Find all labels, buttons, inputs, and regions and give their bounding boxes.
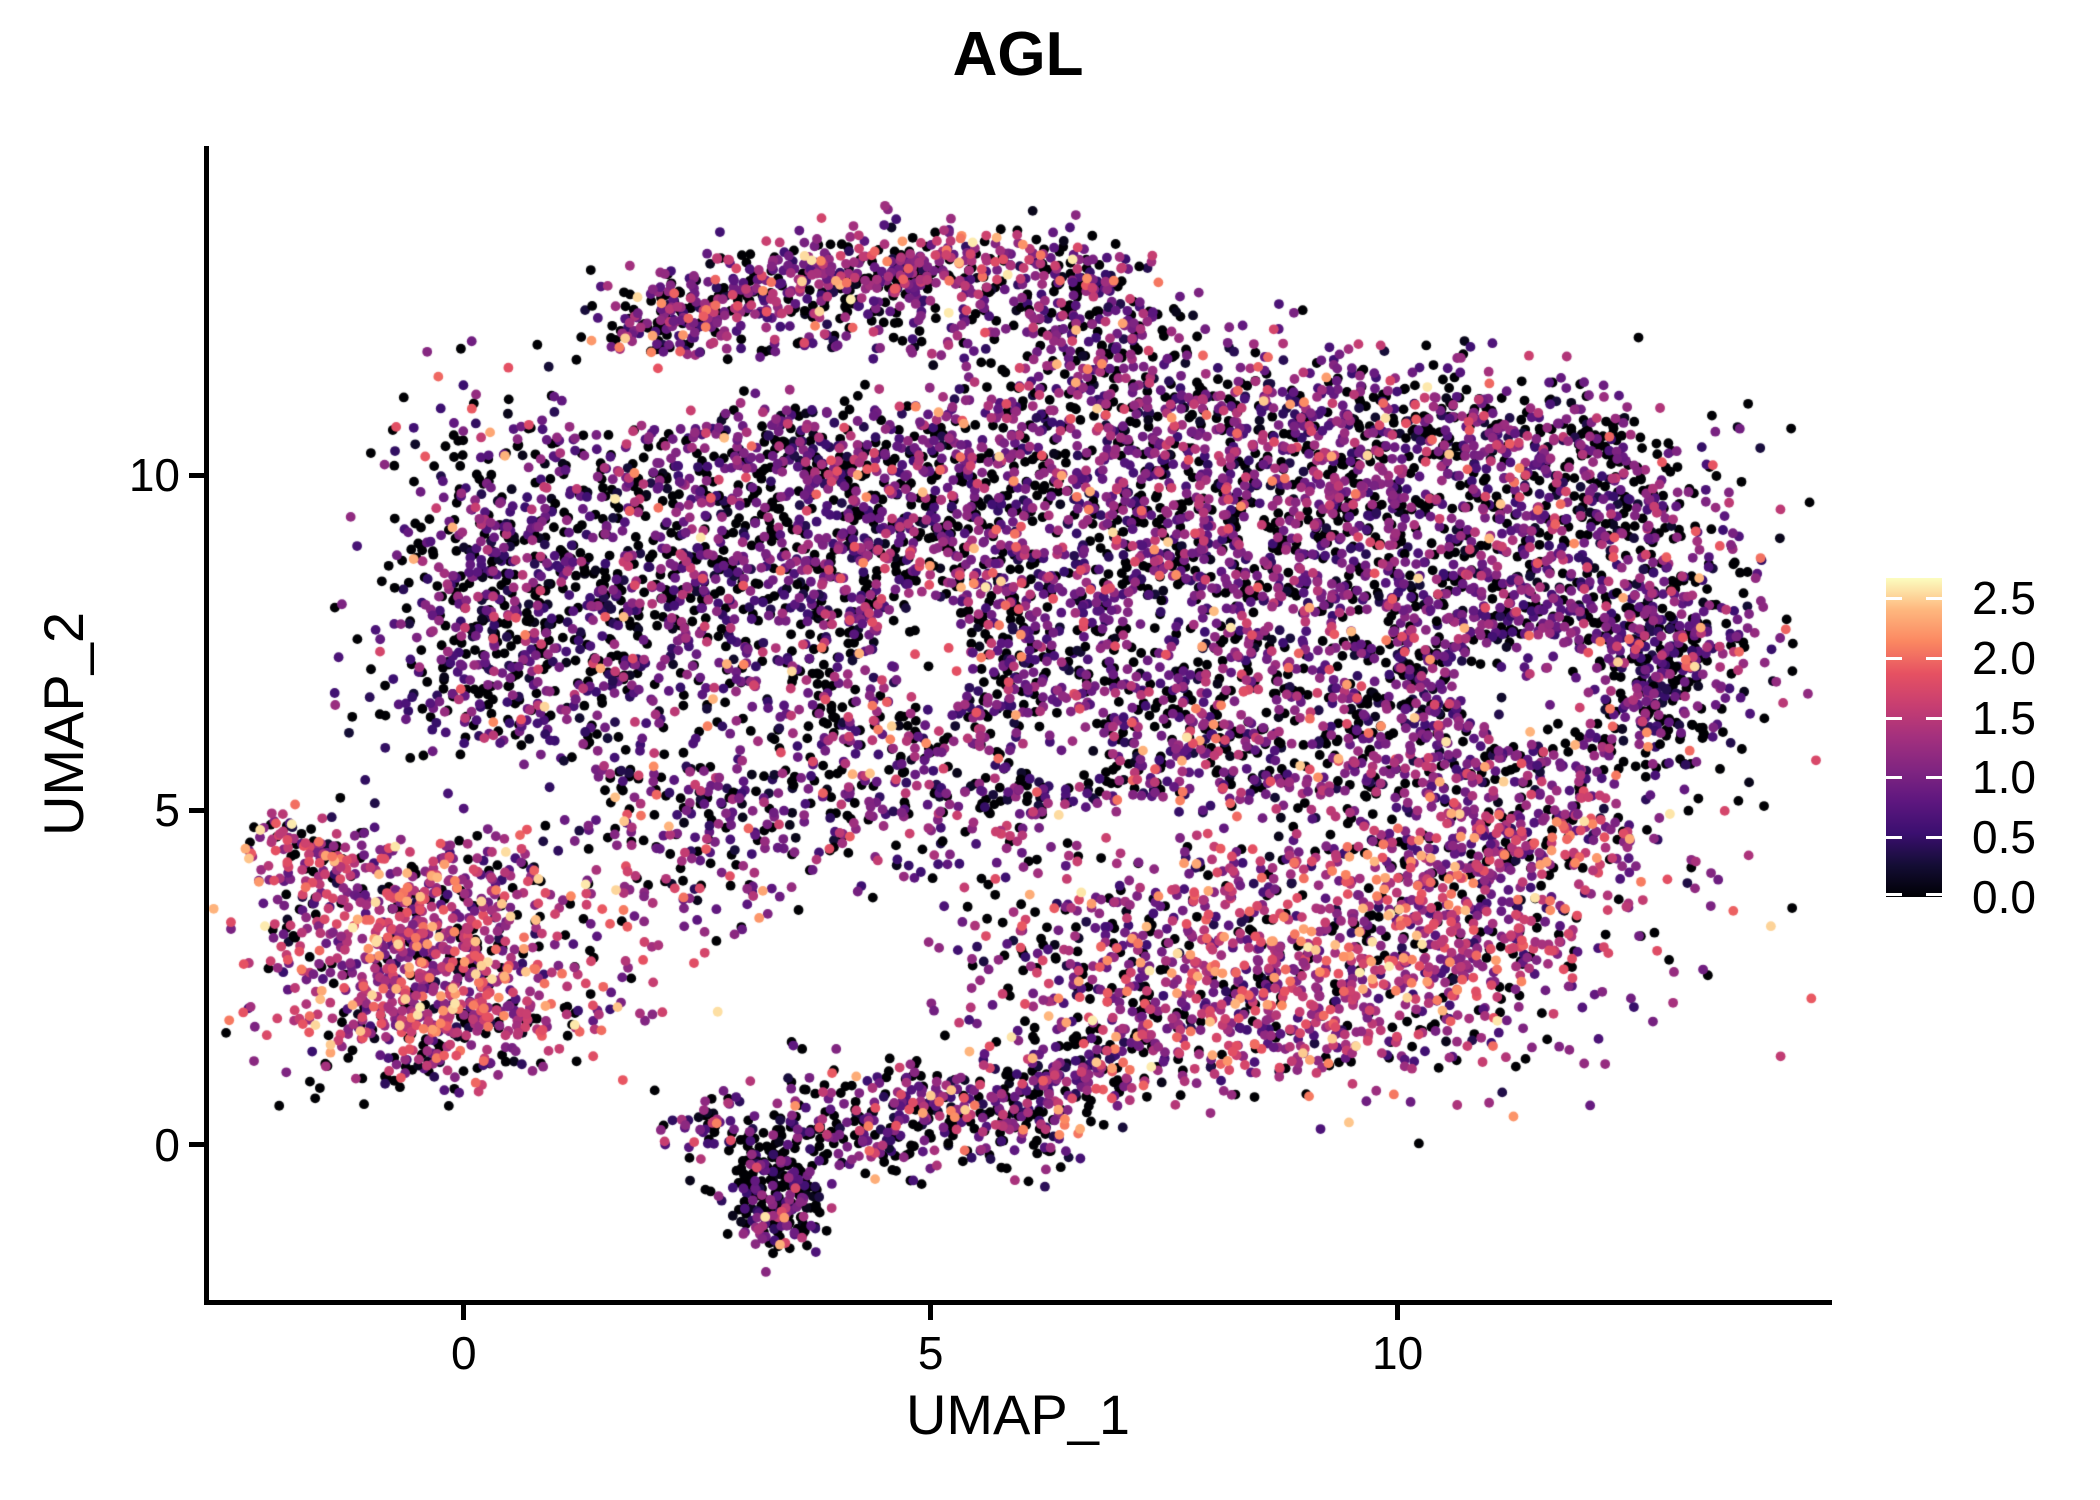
colorbar-tick-mark [1926, 716, 1942, 720]
colorbar-gradient [1886, 578, 1942, 897]
y-tick-label: 5 [154, 784, 180, 836]
colorbar-tick-mark [1886, 656, 1902, 660]
colorbar-tick-mark [1926, 656, 1942, 660]
colorbar-tick-mark [1926, 893, 1942, 896]
colorbar-tick-label: 1.5 [1972, 691, 2036, 744]
colorbar-tick-mark [1886, 836, 1902, 840]
y-tick-mark [189, 472, 204, 478]
colorbar-tick-mark [1926, 776, 1942, 780]
colorbar-tick-mark [1886, 776, 1902, 780]
colorbar-tick-label: 0.5 [1972, 811, 2036, 864]
colorbar-tick-mark [1886, 716, 1902, 720]
colorbar-tick-label: 2.0 [1972, 631, 2036, 684]
colorbar-tick-mark [1886, 893, 1902, 896]
colorbar-tick-label: 1.0 [1972, 751, 2036, 804]
y-axis-title: UMAP_2 [32, 611, 95, 837]
colorbar-tick-mark [1926, 596, 1942, 600]
y-axis-line [204, 146, 209, 1305]
y-tick-label: 0 [154, 1118, 180, 1171]
x-tick-mark [928, 1305, 934, 1320]
colorbar-tick-label: 0.0 [1972, 871, 2036, 923]
x-tick-mark [1395, 1305, 1401, 1320]
x-tick-mark [461, 1305, 467, 1320]
x-tick-label: 0 [450, 1327, 477, 1379]
y-tick-label: 10 [128, 449, 180, 502]
x-tick-label: 5 [917, 1327, 944, 1379]
x-tick-label: 10 [1372, 1327, 1424, 1379]
y-tick-mark [189, 1142, 204, 1148]
plot-title: AGL [952, 20, 1084, 89]
colorbar-tick-mark [1886, 596, 1902, 600]
colorbar-tick-label: 2.5 [1972, 571, 2036, 624]
x-axis-title: UMAP_1 [905, 1383, 1131, 1446]
y-tick-mark [189, 807, 204, 813]
x-axis-line [204, 1300, 1832, 1305]
colorbar-tick-mark [1926, 836, 1942, 840]
